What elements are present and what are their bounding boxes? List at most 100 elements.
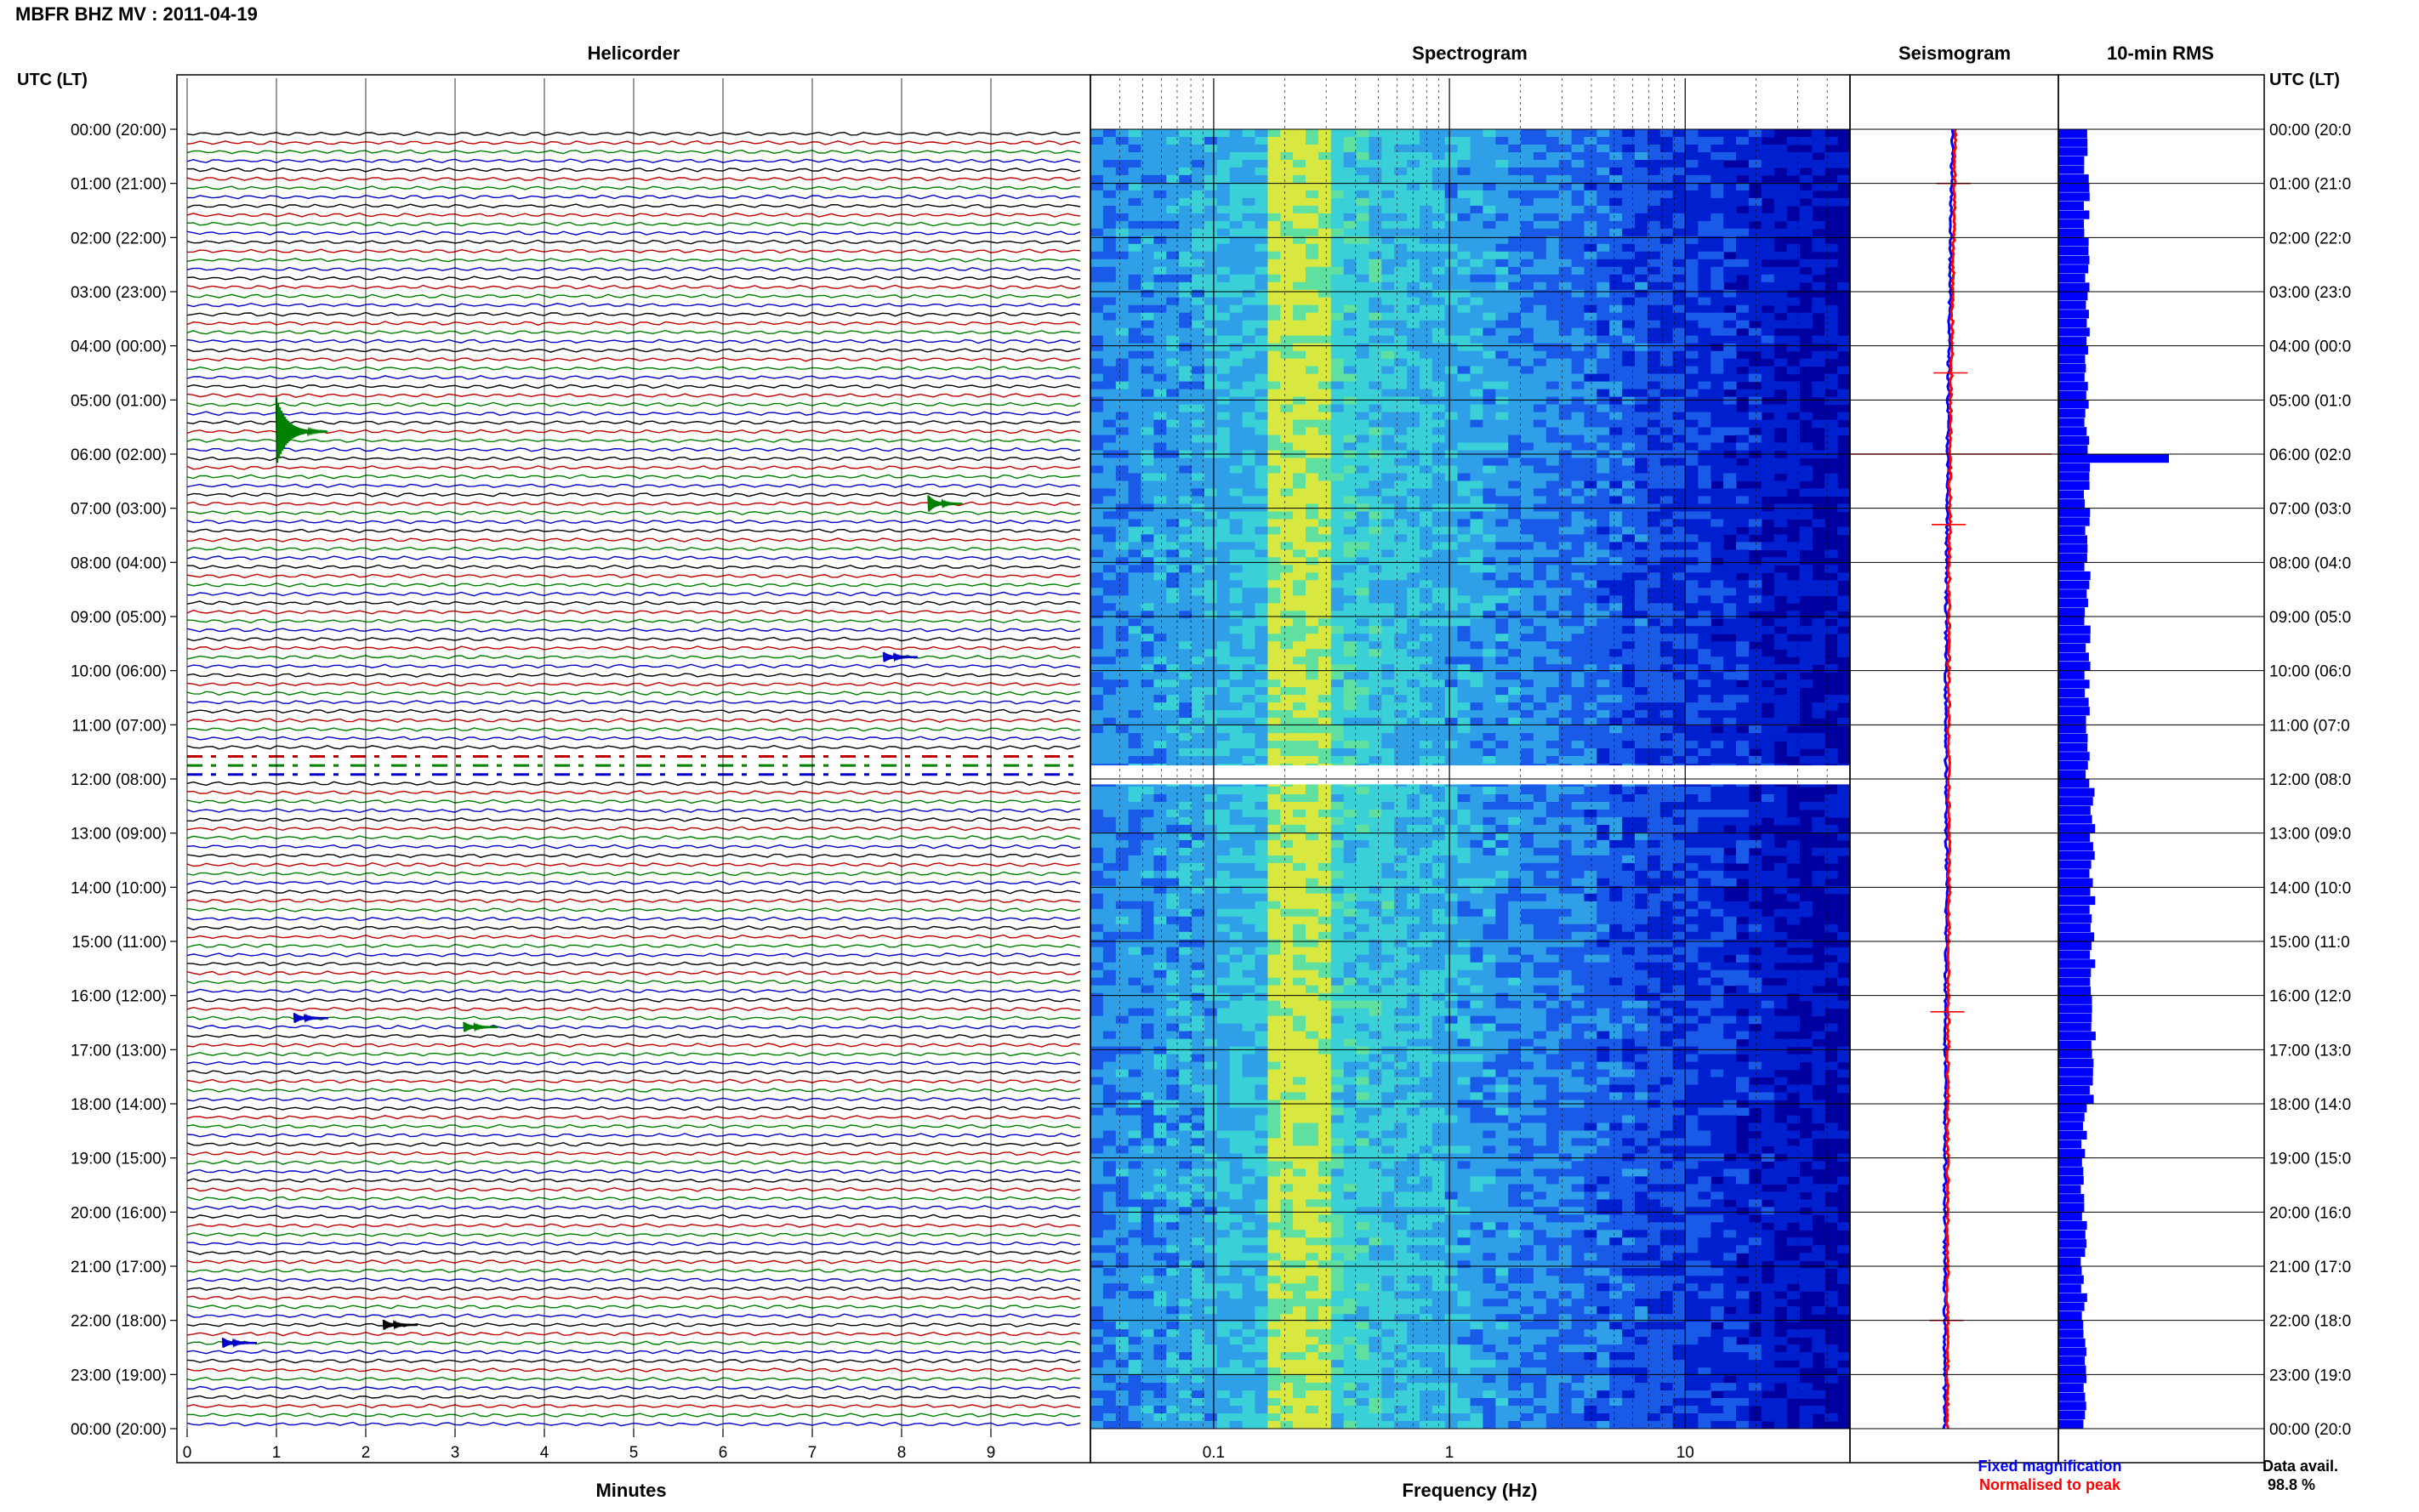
- spectrogram-cell: [1242, 145, 1256, 153]
- spectrogram-cell: [1280, 259, 1294, 268]
- spectrogram-cell: [1090, 404, 1104, 413]
- spectrogram-cell: [1698, 657, 1711, 665]
- spectrogram-cell: [1470, 595, 1483, 604]
- spectrogram-cell: [1685, 572, 1699, 581]
- spectrogram-cell: [1330, 320, 1345, 329]
- spectrogram-cell: [1748, 396, 1762, 406]
- spectrogram-cell: [1558, 572, 1573, 581]
- spectrogram-cell: [1558, 672, 1573, 680]
- spectrogram-cell: [1407, 343, 1420, 352]
- spectrogram-cell: [1394, 756, 1408, 765]
- spectrogram-cell: [1647, 396, 1661, 406]
- spectrogram-cell: [1672, 427, 1687, 436]
- spectrogram-cell: [1659, 458, 1674, 467]
- spectrogram-cell: [1242, 197, 1256, 207]
- spectrogram-cell: [1153, 228, 1167, 237]
- spectrogram-cell: [1635, 297, 1648, 306]
- spectrogram-cell: [1558, 335, 1573, 344]
- spectrogram-cell: [1318, 488, 1332, 497]
- spectrogram-cell: [1723, 350, 1737, 360]
- spectrogram-cell: [1153, 810, 1167, 818]
- spectrogram-cell: [1102, 281, 1117, 291]
- spectrogram-cell: [1204, 741, 1218, 749]
- spectrogram-cell: [1761, 435, 1775, 444]
- spectrogram-cell: [1255, 327, 1268, 337]
- spectrogram-cell: [1647, 435, 1661, 444]
- spectrogram-cell: [1381, 588, 1395, 596]
- spectrogram-cell: [1343, 366, 1357, 375]
- spectrogram-cell: [1622, 137, 1636, 145]
- spectrogram-cell: [1431, 496, 1446, 504]
- spectrogram-cell: [1255, 718, 1268, 726]
- spectrogram-cell: [1685, 182, 1699, 191]
- spectrogram-cell: [1356, 565, 1369, 573]
- spectrogram-cell: [1521, 197, 1534, 207]
- spectrogram-cell: [1736, 182, 1750, 191]
- spectrogram-cell: [1597, 756, 1610, 765]
- spectrogram-cell: [1659, 580, 1674, 588]
- spectrogram-cell: [1090, 557, 1104, 566]
- spectrogram-cell: [1394, 787, 1408, 795]
- spectrogram-cell: [1229, 435, 1244, 444]
- spectrogram-cell: [1622, 274, 1636, 283]
- spectrogram-cell: [1457, 320, 1471, 329]
- spectrogram-cell: [1647, 297, 1661, 306]
- spectrogram-cell: [1672, 480, 1687, 490]
- spectrogram-cell: [1229, 519, 1244, 527]
- spectrogram-cell: [1470, 129, 1483, 138]
- spectrogram-cell: [1369, 595, 1382, 604]
- spectrogram-cell: [1306, 695, 1319, 703]
- spectrogram-cell: [1242, 549, 1256, 558]
- spectrogram-cell: [1356, 534, 1369, 543]
- spectrogram-cell: [1431, 167, 1446, 176]
- spectrogram-cell: [1773, 145, 1788, 153]
- spectrogram-cell: [1356, 350, 1369, 360]
- spectrogram-cell: [1306, 458, 1319, 467]
- spectrogram-cell: [1571, 465, 1585, 475]
- spectrogram-cell: [1622, 565, 1636, 573]
- spectrogram-cell: [1761, 281, 1775, 291]
- spectrogram-cell: [1394, 557, 1408, 566]
- spectrogram-cell: [1255, 419, 1268, 429]
- spectrogram-cell: [1369, 679, 1382, 688]
- spectrogram-cell: [1635, 343, 1648, 352]
- spectrogram-cell: [1192, 304, 1205, 314]
- spectrogram-cell: [1166, 297, 1180, 306]
- spectrogram-cell: [1710, 542, 1724, 550]
- spectrogram-cell: [1508, 458, 1522, 467]
- spectrogram-cell: [1597, 366, 1610, 375]
- spectrogram-cell: [1533, 657, 1547, 665]
- spectrogram-cell: [1672, 281, 1687, 291]
- spectrogram-cell: [1824, 373, 1838, 383]
- spectrogram-cell: [1407, 396, 1420, 406]
- spectrogram-cell: [1420, 243, 1433, 253]
- spectrogram-cell: [1521, 557, 1534, 566]
- spectrogram-cell: [1483, 381, 1496, 390]
- spectrogram-cell: [1470, 373, 1483, 383]
- spectrogram-cell: [1761, 404, 1775, 413]
- spectrogram-cell: [1685, 595, 1699, 604]
- spectrogram-cell: [1420, 526, 1433, 535]
- spectrogram-cell: [1444, 718, 1459, 726]
- spectrogram-cell: [1128, 427, 1142, 436]
- spectrogram-cell: [1420, 289, 1433, 298]
- spectrogram-cell: [1115, 373, 1130, 383]
- spectrogram-cell: [1318, 427, 1332, 436]
- spectrogram-cell: [1267, 412, 1281, 421]
- spectrogram-cell: [1356, 664, 1369, 673]
- spectrogram-cell: [1179, 488, 1192, 497]
- spectrogram-cell: [1318, 412, 1332, 421]
- spectrogram-cell: [1242, 327, 1256, 337]
- spectrogram-cell: [1141, 442, 1154, 452]
- spectrogram-cell: [1710, 572, 1724, 581]
- spectrogram-cell: [1369, 480, 1382, 490]
- spectrogram-cell: [1748, 679, 1762, 688]
- spectrogram-cell: [1420, 182, 1433, 191]
- spectrogram-cell: [1597, 718, 1610, 726]
- spectrogram-cell: [1216, 366, 1231, 375]
- spectrogram-cell: [1761, 787, 1775, 795]
- spectrogram-cell: [1470, 458, 1483, 467]
- spectrogram-cell: [1102, 427, 1117, 436]
- spectrogram-cell: [1381, 534, 1395, 543]
- spectrogram-cell: [1128, 641, 1142, 650]
